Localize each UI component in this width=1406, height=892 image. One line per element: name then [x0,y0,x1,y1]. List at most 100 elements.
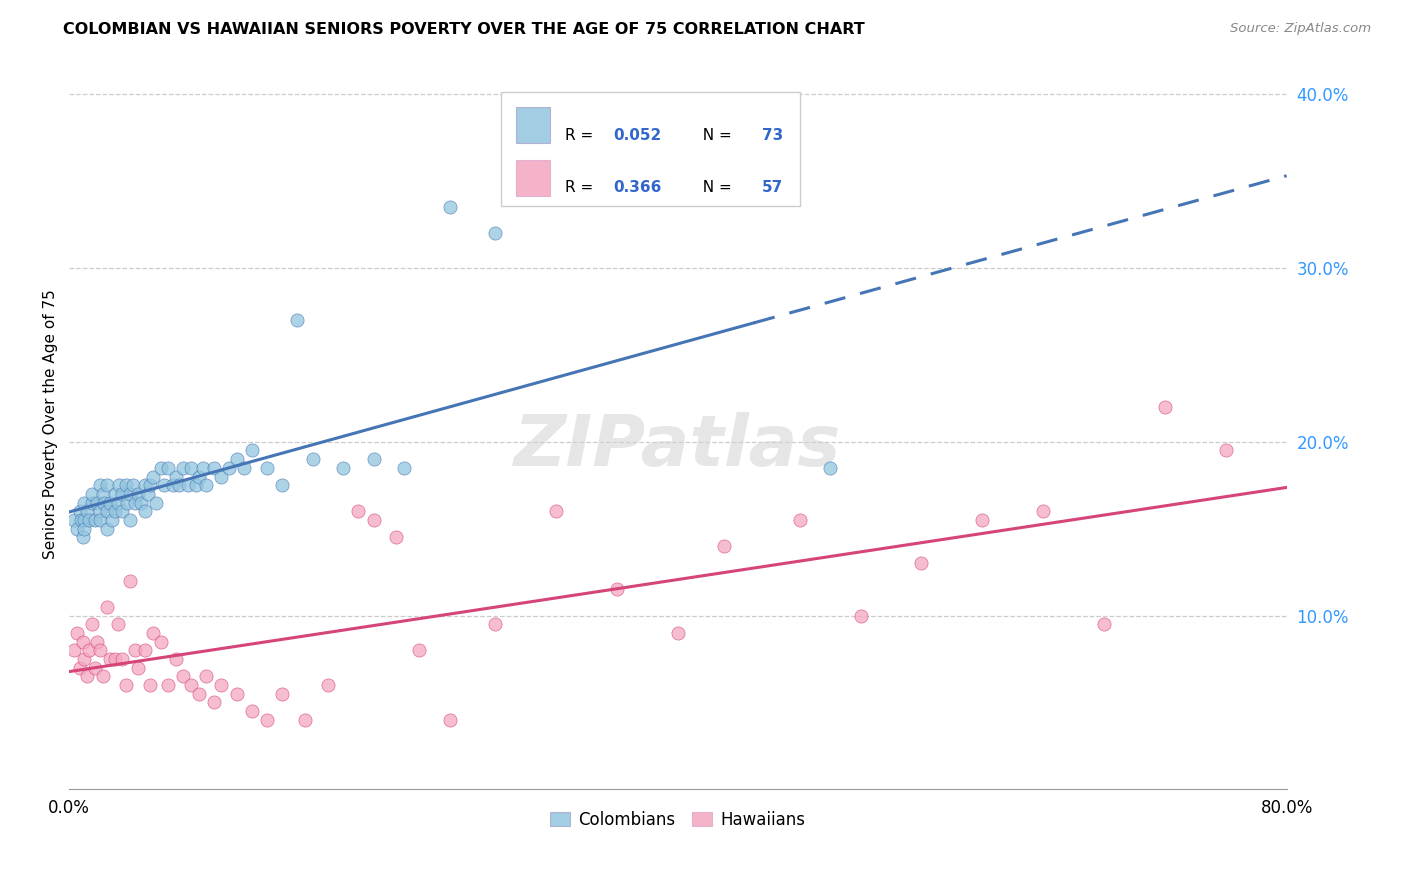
Point [191,460,214,475]
Point [91,669,114,683]
Point [172,669,194,683]
Point [98,652,121,666]
Point [111,487,134,501]
Point [66,522,89,536]
Point [149,460,172,475]
Point [172,460,194,475]
Point [713,539,735,553]
Point [165,469,187,483]
Point [62,643,84,657]
Point [120,574,142,588]
Point [363,513,385,527]
Point [271,478,294,492]
Point [101,513,124,527]
Point [1153,400,1175,414]
Point [124,643,146,657]
Point [107,617,129,632]
Point [108,478,131,492]
Point [69,504,91,518]
Point [80,487,103,501]
Point [209,469,232,483]
Text: N =: N = [693,180,737,195]
Point [157,678,180,692]
Point [606,582,628,597]
Legend: Colombians, Hawaiians: Colombians, Hawaiians [544,805,813,836]
Point [1215,443,1237,458]
Point [77,513,100,527]
Point [240,443,263,458]
Text: 0.366: 0.366 [613,180,662,195]
Point [114,478,136,492]
Text: ZIPatlas: ZIPatlas [515,412,842,481]
Point [972,513,994,527]
Point [91,487,114,501]
Point [142,625,165,640]
Point [80,495,103,509]
Point [70,513,93,527]
Point [139,678,162,692]
Point [392,460,415,475]
Point [142,469,165,483]
Point [332,460,354,475]
Point [149,634,172,648]
Text: 57: 57 [762,180,783,195]
FancyBboxPatch shape [502,93,800,205]
Point [439,200,461,214]
Point [1032,504,1054,518]
Point [225,687,247,701]
Point [62,513,84,527]
Point [122,478,145,492]
Point [96,478,118,492]
Point [111,652,134,666]
Point [134,478,156,492]
FancyBboxPatch shape [516,160,550,196]
Point [84,660,107,674]
Y-axis label: Seniors Poverty Over the Age of 75: Seniors Poverty Over the Age of 75 [44,290,58,559]
Point [145,495,167,509]
Point [294,713,316,727]
Point [162,478,184,492]
Point [152,478,174,492]
Point [114,678,136,692]
Point [96,599,118,614]
Point [385,530,408,544]
Point [76,504,98,518]
Point [202,460,225,475]
Point [818,460,841,475]
Point [72,530,94,544]
Point [408,643,430,657]
Point [316,678,339,692]
Point [73,513,96,527]
Point [849,608,872,623]
Point [139,478,162,492]
Point [89,643,111,657]
Point [89,513,111,527]
Point [98,495,121,509]
Point [134,504,156,518]
Point [84,513,107,527]
Point [218,460,240,475]
Point [93,495,115,509]
Text: 0.052: 0.052 [613,128,662,144]
Point [73,522,96,536]
Point [73,495,96,509]
Point [115,495,138,509]
Point [120,487,142,501]
Point [96,522,118,536]
Point [240,704,263,718]
Point [77,643,100,657]
Point [347,504,370,518]
Point [363,452,385,467]
Point [165,652,187,666]
Point [180,460,202,475]
Point [187,687,209,701]
Point [134,643,156,657]
Point [76,669,98,683]
Point [256,460,278,475]
Point [73,652,96,666]
Point [484,227,506,241]
Point [96,504,118,518]
Point [86,495,108,509]
Point [89,478,111,492]
Point [129,495,152,509]
